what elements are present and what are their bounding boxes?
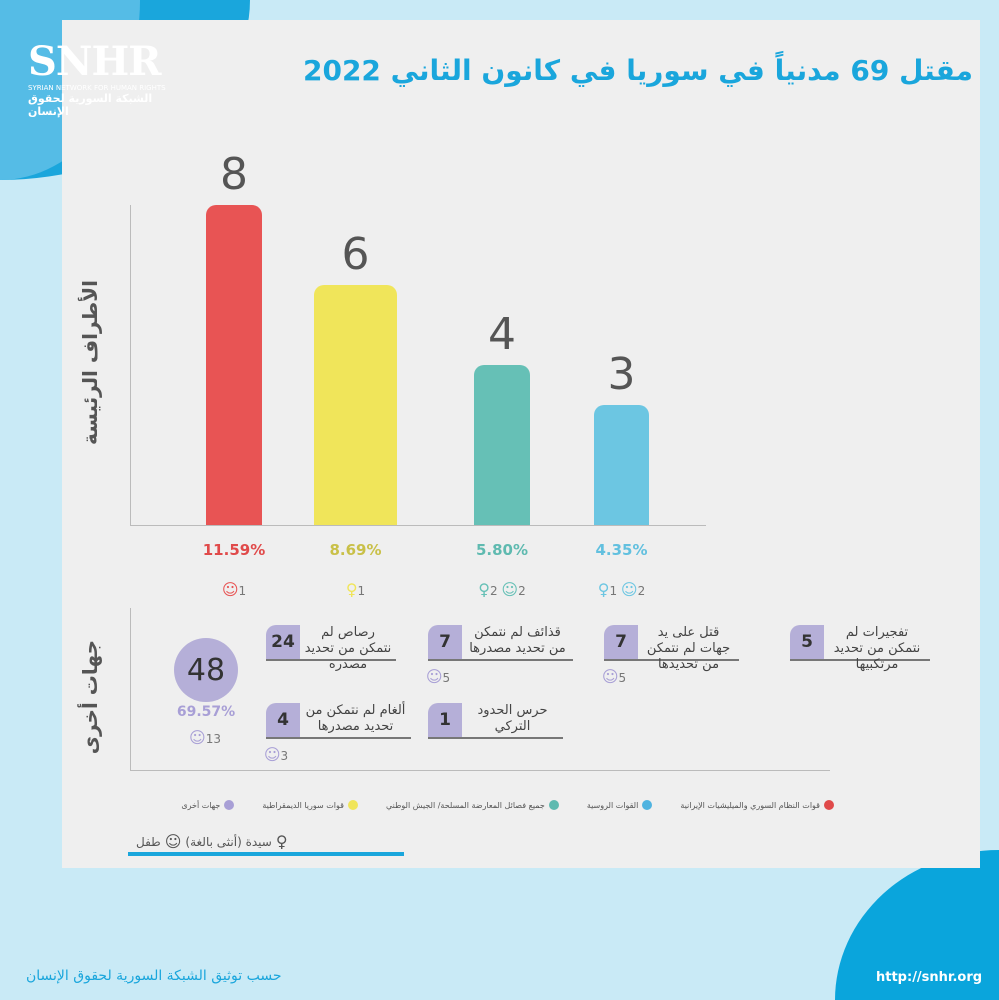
child-icon: ☺	[263, 745, 281, 764]
child-icon: ☺	[620, 580, 638, 599]
bar-percent: 11.59%	[202, 541, 266, 559]
other-perpetrator: 24 رصاص لم نتمكن من تحديد مصدره	[266, 625, 396, 672]
footer-url[interactable]: http://snhr.org	[876, 970, 983, 985]
bar-percent: 4.35%	[595, 541, 648, 559]
figure-key: ♀ سيدة (أنثى بالغة) ☺ طفل	[136, 832, 288, 851]
other-count: 7	[604, 625, 638, 659]
legend: قوات النظام السوري والميليشيات الإيرانية…	[181, 800, 834, 810]
other-count: 5	[790, 625, 824, 659]
legend-item: القوات الروسية	[587, 800, 653, 810]
main-axis-label: الأطراف الرئيسة	[78, 280, 102, 446]
legend-dot	[347, 800, 358, 810]
other-label: رصاص لم نتمكن من تحديد مصدره	[304, 625, 392, 672]
key-underline	[128, 852, 404, 856]
logo-ar: الشبكة السورية لحقوق الإنسان	[28, 92, 153, 118]
other-label: حرس الحدود التركي	[477, 703, 548, 734]
other-label: تفجيرات لم نتمكن من تحديد مرتكبيها	[833, 625, 921, 672]
other-children: ☺3	[263, 745, 289, 764]
other-count: 4	[266, 703, 300, 737]
other-children: ☺5	[425, 667, 451, 686]
child-icon: ☺	[501, 580, 519, 599]
others-baseline	[130, 770, 830, 771]
other-children: ☺5	[601, 667, 627, 686]
others-children: ☺13	[189, 728, 221, 747]
bar	[594, 405, 649, 525]
other-perpetrator: 7 قتل على يد جهات لم نتمكن من تحديدها	[604, 625, 739, 672]
key-woman: سيدة (أنثى بالغة)	[185, 834, 272, 849]
bar-victims: ☺1	[221, 580, 247, 599]
woman-icon: ♀	[478, 580, 490, 599]
other-perpetrator: 5 تفجيرات لم نتمكن من تحديد مرتكبيها	[790, 625, 930, 672]
other-perpetrator: 4 ألغام لم نتمكن من تحديد مصدرها	[266, 703, 411, 739]
logo-name: SNHR	[28, 38, 161, 85]
child-icon: ☺	[601, 667, 619, 686]
x-axis	[130, 525, 706, 526]
bar	[474, 365, 530, 525]
snhr-logo: SNHR SYRIAN NETWORK FOR HUMAN RIGHTS الش…	[28, 38, 178, 119]
bar-victims: ♀1 ☺2	[597, 580, 646, 599]
legend-dot	[824, 800, 834, 810]
other-count: 1	[428, 703, 462, 737]
legend-item: جميع فصائل المعارضة المسلحة/ الجيش الوطن…	[386, 800, 559, 810]
bar-value: 3	[607, 349, 636, 400]
other-label: قذائف لم نتمكن من تحديد مصدرها	[469, 625, 566, 656]
page-title: مقتل 69 مدنياً في سوريا في كانون الثاني …	[302, 54, 973, 87]
legend-item: قوات النظام السوري والميليشيات الإيرانية	[680, 800, 834, 810]
legend-item: جهات أخرى	[181, 800, 235, 810]
others-total: 48	[174, 638, 238, 702]
other-count: 24	[266, 625, 300, 659]
other-label: ألغام لم نتمكن من تحديد مصدرها	[305, 703, 406, 734]
woman-icon: ♀	[275, 832, 288, 851]
bar	[206, 205, 262, 525]
legend-dot	[548, 800, 559, 810]
others-axis	[130, 608, 131, 770]
y-axis	[130, 205, 131, 526]
bar	[314, 285, 397, 525]
others-axis-label: جهات أخرى	[78, 640, 102, 755]
legend-dot	[224, 800, 235, 810]
bar-value: 6	[341, 229, 370, 280]
other-perpetrator: 7 قذائف لم نتمكن من تحديد مصدرها	[428, 625, 573, 661]
child-icon: ☺	[164, 832, 182, 851]
child-icon: ☺	[189, 728, 206, 747]
child-icon: ☺	[425, 667, 443, 686]
footer-source: حسب توثيق الشبكة السورية لحقوق الإنسان	[26, 968, 282, 984]
child-icon: ☺	[221, 580, 239, 599]
other-label: قتل على يد جهات لم نتمكن من تحديدها	[646, 625, 731, 672]
woman-icon: ♀	[345, 580, 358, 599]
other-perpetrator: 1 حرس الحدود التركي	[428, 703, 563, 739]
key-child: طفل	[136, 834, 161, 849]
logo-en: SYRIAN NETWORK FOR HUMAN RIGHTS	[28, 84, 166, 92]
bar-percent: 5.80%	[475, 541, 529, 559]
legend-dot	[642, 800, 653, 810]
bar-victims: ♀1	[345, 580, 366, 599]
bar-victims: ♀2 ☺2	[478, 580, 526, 599]
others-percent: 69.57%	[176, 704, 236, 720]
bar-percent: 8.69%	[329, 541, 382, 559]
woman-icon: ♀	[597, 580, 610, 599]
bar-value: 8	[220, 149, 248, 200]
bar-value: 4	[488, 309, 516, 360]
legend-item: قوات سوريا الديمقراطية	[262, 800, 358, 810]
other-count: 7	[428, 625, 462, 659]
